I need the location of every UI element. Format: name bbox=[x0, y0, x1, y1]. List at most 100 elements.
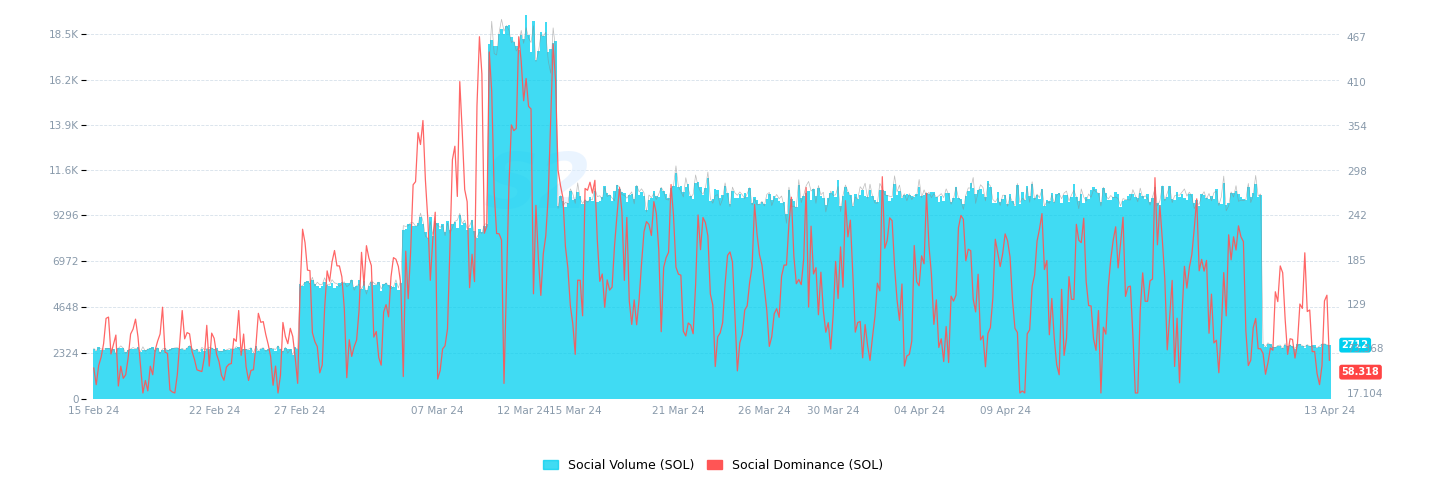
Bar bbox=[809, 200, 812, 399]
Bar bbox=[721, 195, 724, 399]
Bar bbox=[520, 35, 523, 399]
Bar bbox=[98, 347, 99, 399]
Bar bbox=[210, 348, 213, 399]
Bar bbox=[409, 224, 412, 399]
Bar bbox=[1100, 202, 1102, 399]
Bar bbox=[739, 194, 742, 399]
Text: 2712: 2712 bbox=[1342, 340, 1368, 350]
Bar bbox=[1274, 347, 1277, 399]
Bar bbox=[240, 351, 242, 399]
Bar bbox=[540, 32, 541, 399]
Bar bbox=[294, 347, 297, 399]
Bar bbox=[756, 200, 759, 399]
Bar bbox=[1126, 196, 1129, 399]
Bar bbox=[380, 291, 383, 399]
Bar bbox=[383, 284, 384, 399]
Bar bbox=[550, 49, 552, 399]
Bar bbox=[624, 193, 625, 399]
Bar bbox=[500, 30, 503, 399]
Bar bbox=[449, 230, 451, 399]
Bar bbox=[959, 198, 962, 399]
Bar bbox=[1236, 191, 1237, 399]
Bar bbox=[436, 223, 439, 399]
Bar bbox=[920, 196, 923, 399]
Bar bbox=[975, 194, 976, 399]
Bar bbox=[592, 201, 593, 399]
Bar bbox=[945, 193, 948, 399]
Bar bbox=[1212, 199, 1215, 399]
Bar bbox=[1135, 197, 1136, 399]
Bar bbox=[1093, 187, 1094, 399]
Bar bbox=[377, 282, 380, 399]
Bar bbox=[402, 230, 405, 399]
Bar bbox=[1326, 346, 1328, 399]
Bar bbox=[672, 186, 675, 399]
Bar bbox=[1208, 199, 1210, 399]
Bar bbox=[426, 238, 429, 399]
Bar bbox=[374, 285, 377, 399]
Bar bbox=[1176, 192, 1178, 399]
Bar bbox=[770, 200, 773, 399]
Bar bbox=[1185, 201, 1188, 399]
Bar bbox=[190, 349, 193, 399]
Bar bbox=[854, 194, 857, 399]
Bar bbox=[726, 193, 729, 399]
Bar bbox=[1077, 201, 1080, 399]
Bar bbox=[517, 50, 520, 399]
Bar bbox=[1316, 348, 1319, 399]
Bar bbox=[373, 285, 374, 399]
Bar bbox=[1309, 346, 1310, 399]
Bar bbox=[166, 350, 168, 399]
Bar bbox=[1122, 201, 1125, 399]
Bar bbox=[891, 198, 893, 399]
Bar bbox=[307, 281, 308, 399]
Bar bbox=[230, 349, 233, 399]
Bar bbox=[634, 199, 635, 399]
Bar bbox=[395, 283, 397, 399]
Bar bbox=[425, 232, 426, 399]
Bar bbox=[99, 350, 102, 399]
Bar bbox=[986, 181, 989, 399]
Bar bbox=[950, 202, 952, 399]
Bar bbox=[390, 286, 392, 399]
Bar bbox=[927, 194, 930, 399]
Bar bbox=[881, 190, 884, 399]
Bar bbox=[115, 353, 117, 399]
Bar bbox=[906, 194, 909, 399]
Bar bbox=[1107, 200, 1110, 399]
Bar bbox=[196, 349, 199, 399]
Bar bbox=[348, 283, 350, 399]
Bar bbox=[1313, 345, 1316, 399]
Bar bbox=[1097, 193, 1100, 399]
Bar bbox=[635, 186, 638, 399]
Bar bbox=[130, 349, 132, 399]
Bar bbox=[670, 188, 672, 399]
Bar bbox=[861, 190, 864, 399]
Bar bbox=[724, 186, 726, 399]
Bar bbox=[648, 200, 651, 399]
Bar bbox=[763, 204, 766, 399]
Bar bbox=[687, 184, 690, 399]
Bar bbox=[606, 193, 609, 399]
Bar bbox=[484, 226, 485, 399]
Bar bbox=[677, 187, 680, 399]
Bar bbox=[1168, 186, 1171, 399]
Bar bbox=[850, 195, 851, 399]
Bar bbox=[965, 196, 968, 399]
Bar bbox=[780, 203, 783, 399]
Bar bbox=[405, 229, 408, 399]
Bar bbox=[301, 286, 304, 399]
Bar bbox=[1139, 193, 1142, 399]
Bar bbox=[384, 283, 387, 399]
Bar bbox=[1250, 197, 1251, 399]
Bar bbox=[1220, 204, 1223, 399]
Bar bbox=[387, 285, 390, 399]
Bar bbox=[952, 198, 955, 399]
Bar bbox=[667, 198, 670, 399]
Bar bbox=[176, 348, 179, 399]
Bar bbox=[213, 349, 216, 399]
Bar bbox=[1237, 194, 1240, 399]
Bar bbox=[1152, 198, 1153, 399]
Bar bbox=[567, 203, 569, 399]
Bar bbox=[179, 349, 181, 399]
